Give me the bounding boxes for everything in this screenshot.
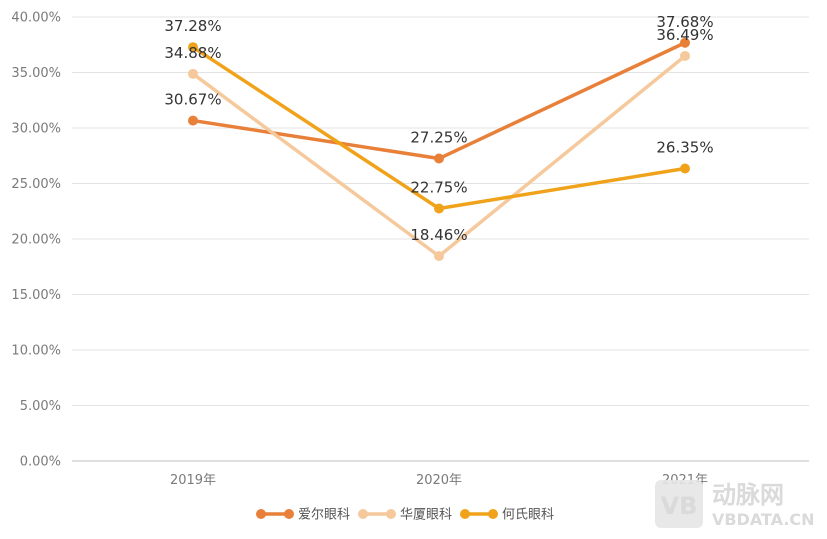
- data-point: [434, 251, 444, 262]
- series-group: [188, 37, 690, 262]
- data-point: [434, 153, 444, 164]
- data-label: 22.75%: [410, 178, 467, 196]
- y-tick-label: 40.00%: [11, 11, 61, 26]
- data-point: [188, 42, 198, 53]
- data-point: [434, 203, 444, 214]
- data-label: 36.49%: [656, 26, 713, 44]
- data-label: 18.46%: [410, 226, 467, 244]
- x-tick-label: 2020年: [416, 473, 462, 488]
- y-tick-label: 20.00%: [11, 233, 61, 248]
- legend-marker: [386, 509, 396, 519]
- data-point: [680, 163, 690, 174]
- y-tick-label: 0.00%: [20, 455, 61, 470]
- data-label: 37.28%: [164, 17, 221, 35]
- y-tick-label: 25.00%: [11, 177, 61, 192]
- y-axis-ticks: 0.00% 5.00% 10.00% 15.00% 20.00% 25.00% 30.00%…: [11, 11, 61, 470]
- data-point: [680, 37, 690, 48]
- data-label: 27.25%: [410, 129, 467, 147]
- legend-marker: [358, 509, 368, 519]
- data-point: [188, 115, 198, 126]
- data-label: 34.88%: [164, 44, 221, 62]
- watermark: VB 动脉网 VBDATA.CN: [655, 480, 815, 529]
- x-tick-label: 2019年: [170, 473, 216, 488]
- y-tick-label: 30.00%: [11, 122, 61, 137]
- legend-marker: [284, 509, 294, 519]
- data-point: [680, 50, 690, 61]
- watermark-brand: 动脉网: [712, 481, 784, 509]
- y-tick-label: 5.00%: [20, 399, 61, 414]
- y-tick-label: 10.00%: [11, 344, 61, 359]
- data-labels: 30.67% 27.25% 37.68% 34.88% 18.46% 36.49% 37.2…: [164, 13, 713, 244]
- data-point: [188, 68, 198, 79]
- data-label: 30.67%: [164, 91, 221, 109]
- watermark-logo-icon: [655, 480, 703, 528]
- legend-marker: [488, 509, 498, 519]
- watermark-logo-text: VB: [661, 492, 698, 520]
- y-tick-label: 35.00%: [11, 66, 61, 81]
- legend: 爱尔眼科 华厦眼科 何氏眼科: [256, 507, 554, 523]
- data-label: 26.35%: [656, 139, 713, 157]
- legend-marker: [256, 509, 266, 519]
- y-tick-label: 15.00%: [11, 288, 61, 303]
- legend-label: 何氏眼科: [502, 507, 554, 523]
- legend-marker: [460, 509, 470, 519]
- grid-lines: [72, 16, 809, 462]
- data-label: 37.68%: [656, 13, 713, 31]
- x-axis-ticks: 2019年2020年2021年: [170, 473, 708, 488]
- legend-label: 华厦眼科: [400, 508, 452, 523]
- watermark-domain: VBDATA.CN: [712, 510, 815, 529]
- legend-label: 爱尔眼科: [298, 508, 350, 523]
